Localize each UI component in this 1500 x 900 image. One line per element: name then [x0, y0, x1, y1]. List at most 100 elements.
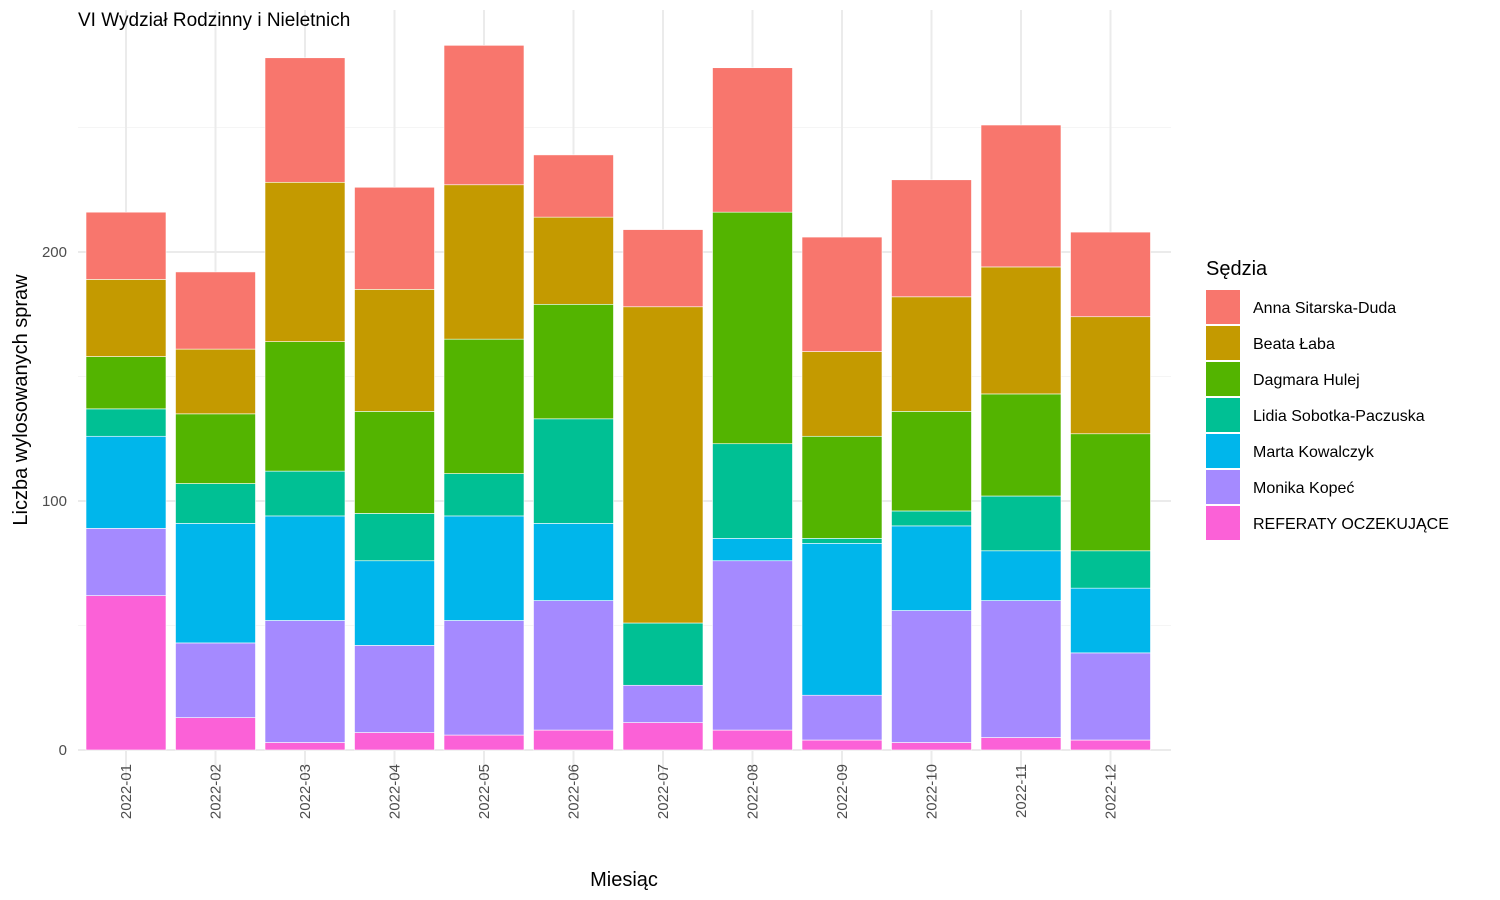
legend-swatch: [1206, 470, 1240, 504]
bar-segment: [712, 67, 793, 213]
bar-segment: [85, 279, 167, 357]
bar-segment: [801, 435, 883, 539]
x-tick-label: 2022-03: [297, 764, 314, 819]
bar-segment: [354, 186, 435, 290]
bar-segment: [443, 473, 525, 517]
bar-segment: [891, 179, 972, 298]
bar-segment: [443, 515, 525, 621]
y-tick-label: 0: [59, 742, 67, 759]
bar-segment: [980, 495, 1062, 552]
bar-segment: [712, 560, 793, 731]
bar-segment: [85, 408, 167, 437]
bar-segment: [354, 513, 435, 562]
bar-segment: [175, 483, 256, 524]
legend-swatch: [1206, 326, 1240, 360]
bar-segment: [443, 734, 525, 751]
x-axis-ticks: 2022-01 2022-02 2022-03 2022-04 2022-05 2022-…: [118, 764, 1120, 819]
x-tick-label: 2022-02: [208, 764, 225, 819]
bar-segment: [801, 538, 883, 544]
x-tick-label: 2022-06: [566, 764, 583, 819]
bar-segment: [1070, 739, 1151, 751]
legend-swatch: [1206, 434, 1240, 468]
x-tick-label: 2022-05: [476, 764, 493, 819]
bar-segment: [175, 523, 256, 644]
bar-segment: [712, 443, 793, 539]
legend-label: Dagmara Hulej: [1253, 372, 1360, 389]
bar-segment: [533, 729, 614, 751]
bar-segment: [891, 296, 972, 412]
bar-segment: [85, 528, 167, 596]
bar-segment: [85, 595, 167, 751]
bar-segment: [85, 211, 167, 280]
bar-segment: [533, 303, 614, 420]
bar-segment: [264, 620, 346, 743]
bar-segment: [980, 393, 1062, 497]
bar-segment: [622, 622, 704, 686]
legend-label: Lidia Sobotka-Paczuska: [1253, 408, 1425, 425]
bar-segment: [264, 515, 346, 621]
legend-swatch: [1206, 506, 1240, 540]
bar-segment: [801, 351, 883, 437]
bar-segment: [801, 739, 883, 751]
bar-segment: [175, 271, 256, 350]
bar-segment: [85, 356, 167, 410]
bar-segment: [443, 184, 525, 340]
y-tick-label: 100: [42, 493, 67, 510]
legend-swatch: [1206, 290, 1240, 324]
bar-segment: [85, 435, 167, 529]
bar-segment: [891, 411, 972, 512]
bar-segment: [622, 229, 704, 308]
y-tick-label: 200: [42, 244, 67, 261]
bar-segment: [712, 211, 793, 445]
legend-label: Anna Sitarska-Duda: [1253, 300, 1396, 317]
bar-segment: [1070, 316, 1151, 435]
legend-swatch: [1206, 398, 1240, 432]
legend-label: Monika Kopeć: [1253, 480, 1354, 497]
x-tick-label: 2022-01: [118, 764, 135, 819]
legend-label: Beata Łaba: [1253, 336, 1335, 353]
x-tick-label: 2022-11: [1013, 764, 1030, 818]
bar-segment: [622, 306, 704, 624]
bar-segment: [533, 523, 614, 601]
bar-segment: [175, 642, 256, 718]
x-tick-label: 2022-07: [655, 764, 672, 819]
bar-segment: [443, 620, 525, 736]
bar-segment: [443, 45, 525, 186]
x-tick-label: 2022-12: [1103, 764, 1120, 819]
bar-segment: [712, 538, 793, 562]
bar-segment: [354, 411, 435, 514]
bar-segment: [264, 57, 346, 183]
bar-segment: [980, 600, 1062, 738]
bar-segment: [264, 341, 346, 472]
bar-segment: [264, 742, 346, 751]
bar-segment: [891, 610, 972, 743]
bar-segment: [801, 236, 883, 352]
bar-segment: [533, 600, 614, 731]
bar-segment: [622, 684, 704, 723]
x-tick-label: 2022-04: [387, 764, 404, 819]
bar-segment: [264, 181, 346, 342]
y-axis-ticks: 0 100 200: [42, 244, 67, 759]
bar-segment: [712, 729, 793, 751]
y-axis-title: Liczba wylosowanych spraw: [10, 274, 32, 526]
x-tick-label: 2022-10: [924, 764, 941, 819]
bar-segment: [264, 470, 346, 517]
legend-title: Sędzia: [1206, 258, 1268, 280]
legend: Sędzia Anna Sitarska-Duda Beata Łaba Dagma…: [1206, 258, 1449, 540]
bar-segment: [801, 694, 883, 741]
bar-segment: [891, 525, 972, 611]
bar-segment: [533, 216, 614, 305]
legend-label: REFERATY OCZEKUJĄCE: [1253, 516, 1449, 533]
x-tick-label: 2022-08: [745, 764, 762, 819]
bar-segment: [980, 550, 1062, 601]
chart-title: VI Wydział Rodzinny i Nieletnich: [78, 10, 350, 31]
bar-segment: [1070, 587, 1151, 654]
bar-segment: [175, 717, 256, 751]
bar-segment: [354, 732, 435, 751]
bar-segment: [533, 418, 614, 524]
bar-segment: [175, 413, 256, 484]
bar-segment: [980, 266, 1062, 395]
bars: [85, 45, 1151, 751]
bar-segment: [443, 338, 525, 474]
